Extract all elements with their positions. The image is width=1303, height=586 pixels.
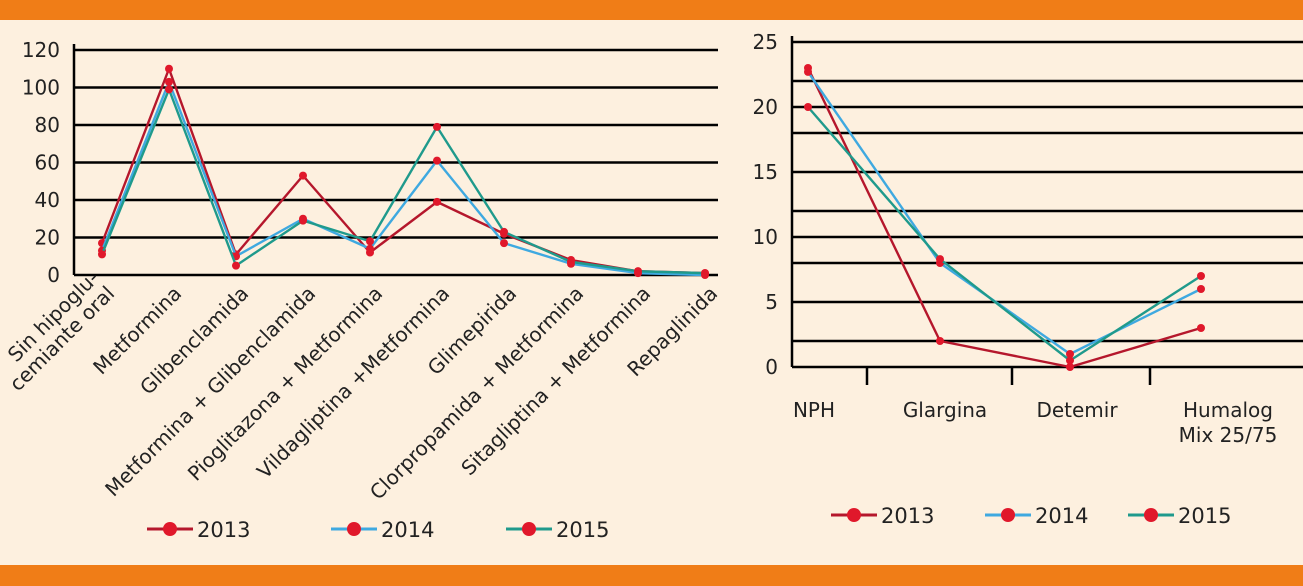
top-band [0,0,1303,20]
legend: 2013 2014 2015 [831,504,1231,528]
legend: 2013 2014 2015 [147,518,609,542]
legend-marker [347,522,361,536]
legend-marker [163,522,177,536]
legend-label: 2015 [1178,504,1231,528]
y-tick-label: 0 [47,263,60,287]
data-point [1066,363,1074,371]
data-point [1197,285,1205,293]
y-tick-label: 5 [765,290,778,314]
category-label: Detemir [1036,398,1118,422]
data-point [299,171,307,180]
legend-item: 2014 [985,504,1088,528]
legend-marker [847,508,861,522]
legend-marker [1001,508,1015,522]
y-tick-label: 80 [35,113,60,137]
gridlines [792,40,1303,343]
data-point [433,122,441,131]
data-point [165,77,173,86]
data-point [634,267,642,276]
legend-item: 2015 [1128,504,1231,528]
data-point [433,156,441,165]
y-tick-label: 25 [753,30,778,54]
data-point [936,337,944,345]
y-tick-label: 120 [22,38,60,62]
bottom-band [0,565,1303,586]
y-tick-label: 10 [753,225,778,249]
series-line [100,88,706,275]
legend-item: 2014 [331,518,434,542]
data-point [701,269,709,278]
series-line [100,80,706,277]
data-point [936,255,944,264]
series-line [807,106,1202,362]
legend-item: 2015 [506,518,609,542]
data-point [366,244,374,253]
category-label: Mix 25/75 [1179,423,1278,447]
y-tick-label: 100 [22,76,60,100]
legend-item: 2013 [831,504,934,528]
data-point [1197,272,1205,280]
data-point [804,67,812,76]
legend-label: 2013 [197,518,250,542]
category-label: Glargina [903,398,987,422]
series-2015 [804,103,1205,365]
data-point [165,64,173,73]
legend-marker [522,522,536,536]
legend-label: 2014 [381,518,434,542]
data-point [366,237,374,246]
data-point [1066,356,1074,365]
y-tick-label: 15 [753,160,778,184]
data-point [804,103,812,111]
data-point [98,250,106,259]
series-2015 [98,85,709,278]
y-tick-label: 60 [35,151,60,175]
series-2013 [804,64,1205,371]
data-point [165,85,173,94]
y-tick-label: 20 [35,226,60,250]
data-point [433,197,441,206]
category-label: Humalog [1183,398,1273,422]
data-point [567,257,575,266]
series-2014 [804,67,1205,358]
legend-label: 2015 [556,518,609,542]
data-point [1197,324,1205,332]
data-point [299,216,307,225]
data-point [232,261,240,270]
series-line [807,71,1202,356]
legend-label: 2014 [1035,504,1088,528]
y-tick-label: 40 [35,188,60,212]
legend-marker [1144,508,1158,522]
series-line [806,67,1202,369]
data-point [500,227,508,236]
data-point [1066,350,1074,358]
y-tick-label: 0 [765,355,778,379]
category-label: NPH [793,398,835,422]
legend-item: 2013 [147,518,250,542]
data-point [500,239,508,248]
legend-label: 2013 [881,504,934,528]
y-tick-label: 20 [753,95,778,119]
